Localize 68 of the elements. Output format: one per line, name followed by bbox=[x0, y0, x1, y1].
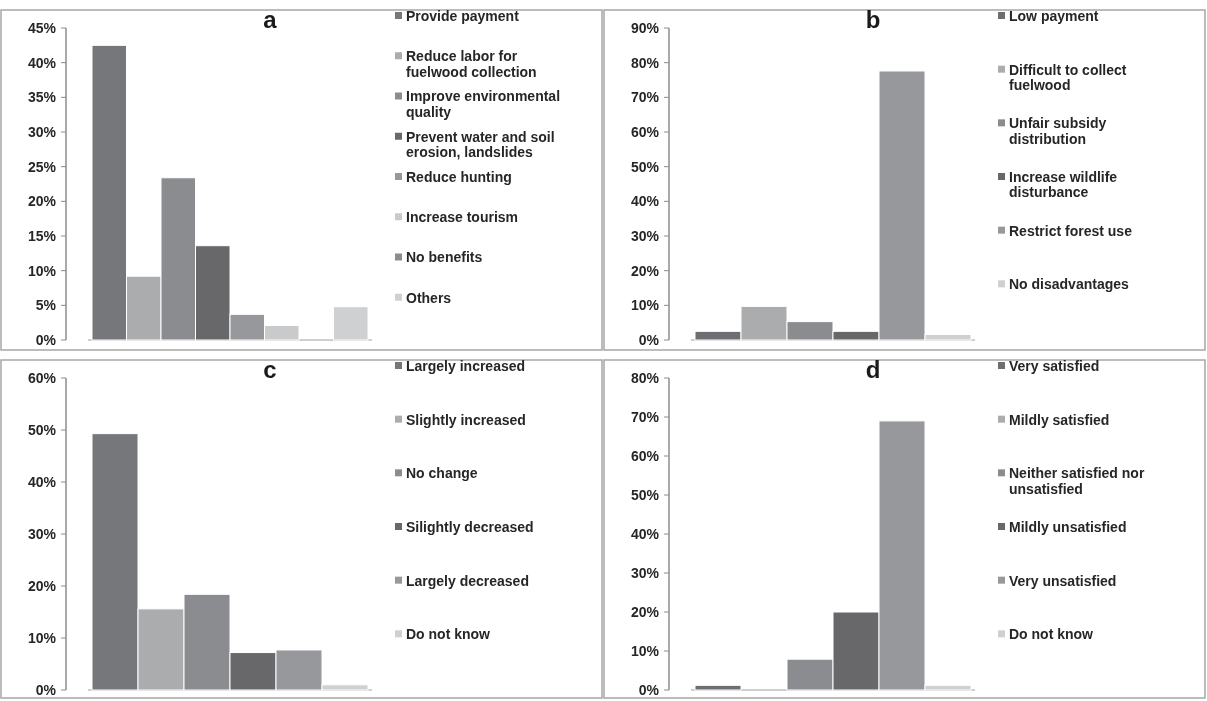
legend-label: Increase tourism bbox=[406, 209, 519, 226]
y-tick-label: 20% bbox=[27, 577, 57, 594]
y-tick-label: 25% bbox=[27, 158, 57, 175]
y-tick-label: 35% bbox=[27, 89, 57, 106]
legend-label: No change bbox=[406, 465, 478, 482]
y-tick-label: 0% bbox=[638, 331, 660, 348]
chart-title: d bbox=[865, 356, 881, 383]
y-tick-label: 20% bbox=[630, 603, 660, 620]
legend-label: Mildly unsatisfied bbox=[1009, 518, 1127, 535]
y-tick-label: 90% bbox=[630, 19, 660, 36]
y-tick-label: 45% bbox=[27, 19, 57, 36]
y-tick-label: 10% bbox=[630, 642, 660, 659]
legend-label: No disadvantages bbox=[1009, 276, 1130, 293]
legend-label: Others bbox=[406, 289, 452, 306]
y-tick-label: 80% bbox=[630, 54, 660, 71]
y-tick-label: 70% bbox=[630, 408, 660, 425]
legend-label: Difficult to collect fuelwood bbox=[1009, 61, 1127, 93]
y-tick-label: 20% bbox=[630, 262, 660, 279]
y-tick-label: 0% bbox=[35, 681, 57, 698]
y-tick-label: 5% bbox=[35, 297, 57, 314]
y-tick-label: 15% bbox=[27, 227, 57, 244]
legend-label: Unfair subsidy distribution bbox=[1009, 115, 1107, 147]
y-tick-label: 60% bbox=[630, 123, 660, 140]
legend-label: No benefits bbox=[406, 249, 483, 266]
y-tick-label: 10% bbox=[27, 629, 57, 646]
legend-label: Restrict forest use bbox=[1009, 222, 1133, 239]
y-tick-label: 20% bbox=[27, 193, 57, 210]
bar bbox=[694, 684, 742, 691]
y-tick-label: 30% bbox=[630, 564, 660, 581]
y-tick-label: 40% bbox=[630, 525, 660, 542]
y-tick-label: 80% bbox=[630, 369, 660, 386]
legend-label: Silightly decreased bbox=[406, 518, 534, 535]
chart-title: a bbox=[263, 6, 278, 33]
y-tick-label: 40% bbox=[630, 193, 660, 210]
legend-label: Increase wildlife disturbance bbox=[1009, 168, 1118, 201]
y-tick-label: 50% bbox=[630, 158, 660, 175]
legend-label: Reduce labor for fuelwood collection bbox=[406, 48, 537, 80]
y-tick-label: 10% bbox=[27, 262, 57, 279]
legend-label: Do not know bbox=[1009, 626, 1094, 643]
legend-label: Low payment bbox=[1009, 7, 1099, 24]
y-tick-label: 10% bbox=[630, 297, 660, 314]
legend-label: Very unsatisfied bbox=[1009, 572, 1117, 589]
legend-label: Prevent water and soil erosion, landslides bbox=[406, 128, 555, 161]
legend-label: Largely decreased bbox=[406, 572, 529, 589]
chart-title: c bbox=[263, 356, 277, 383]
legend-label: Provide payment bbox=[406, 7, 520, 24]
y-tick-label: 0% bbox=[35, 331, 57, 348]
legend-label: Largely increased bbox=[406, 357, 526, 374]
y-tick-label: 40% bbox=[27, 473, 57, 490]
y-tick-label: 30% bbox=[630, 227, 660, 244]
y-tick-label: 40% bbox=[27, 54, 57, 71]
y-tick-label: 50% bbox=[630, 486, 660, 503]
legend-label: Do not know bbox=[406, 626, 491, 643]
legend-label: Improve environmental quality bbox=[406, 88, 561, 120]
legend-label: Neither satisfied nor unsatisfied bbox=[1009, 465, 1145, 497]
y-tick-label: 0% bbox=[638, 681, 660, 698]
y-tick-label: 70% bbox=[630, 89, 660, 106]
legend-label: Mildly satisfied bbox=[1009, 411, 1110, 428]
bar bbox=[333, 306, 369, 341]
legend-label: Very satisfied bbox=[1009, 357, 1100, 374]
y-tick-label: 60% bbox=[27, 369, 57, 386]
y-tick-label: 30% bbox=[27, 525, 57, 542]
legend-label: Reduce hunting bbox=[406, 168, 512, 185]
legend-label: Slightly increased bbox=[406, 411, 526, 428]
y-tick-label: 30% bbox=[27, 123, 57, 140]
y-tick-label: 60% bbox=[630, 447, 660, 464]
y-tick-label: 50% bbox=[27, 421, 57, 438]
chart-title: b bbox=[865, 6, 881, 33]
